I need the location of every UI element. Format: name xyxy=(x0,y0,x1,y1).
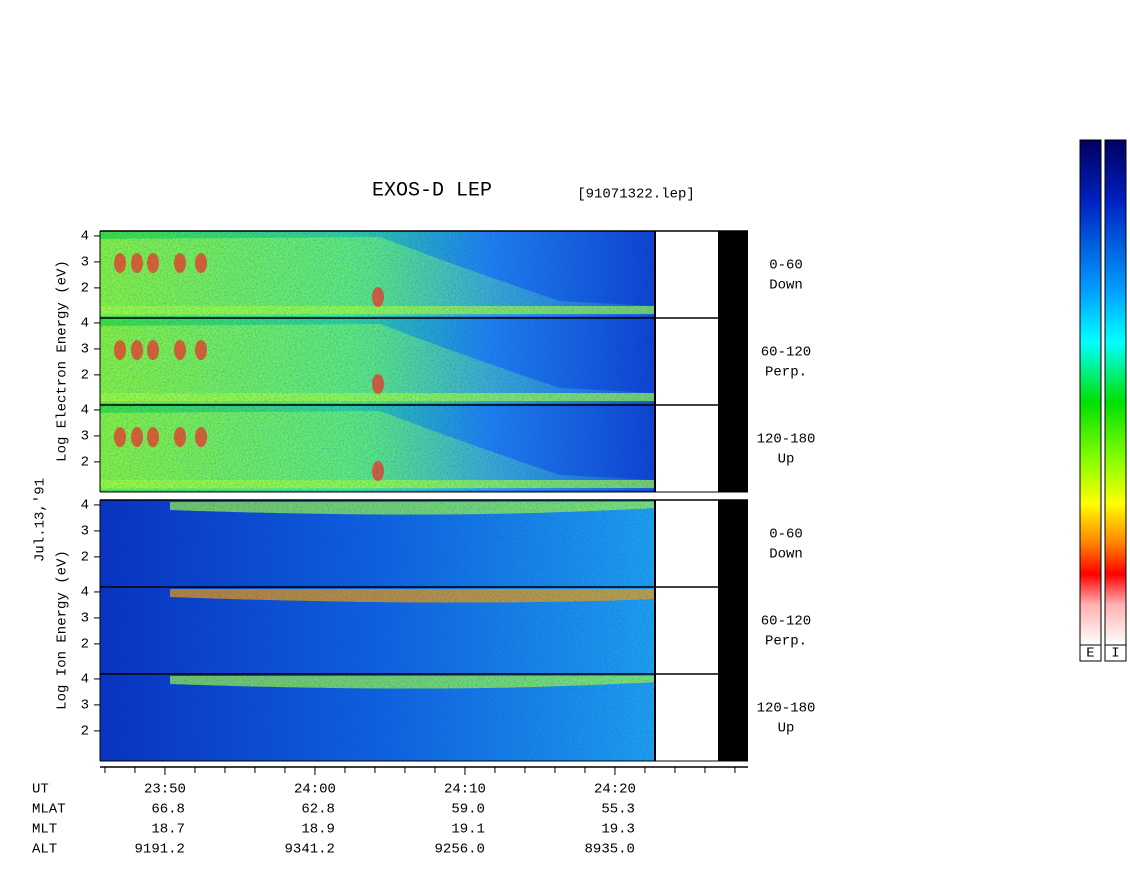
direction-label: Perp. xyxy=(765,365,807,381)
chart-subtitle: [91071322.lep] xyxy=(577,187,695,203)
no-data xyxy=(655,674,718,761)
colorbar-label: I xyxy=(1111,646,1119,662)
x-tick-label: 23:50 xyxy=(144,782,186,798)
y-tick-label: 2 xyxy=(81,281,89,297)
spectrogram-noise xyxy=(100,405,655,492)
colorbar xyxy=(1079,139,1102,646)
spectrogram-noise xyxy=(100,500,655,587)
orbit-value: 19.1 xyxy=(451,822,485,838)
orbit-value: 18.7 xyxy=(151,822,185,838)
y-tick-label: 3 xyxy=(81,698,89,714)
no-data-black xyxy=(718,674,748,761)
no-data-black xyxy=(718,318,748,405)
pitch-label: 60-120 xyxy=(761,614,811,630)
spectrogram-noise xyxy=(100,674,655,761)
no-data xyxy=(655,318,718,405)
y-tick-label: 3 xyxy=(81,429,89,445)
orbit-value: 62.8 xyxy=(301,802,335,818)
spectrogram-noise xyxy=(100,318,655,405)
orbit-value: 19.3 xyxy=(601,822,635,838)
y-tick-label: 2 xyxy=(81,637,89,653)
y-tick-label: 2 xyxy=(81,455,89,471)
no-data xyxy=(655,500,718,587)
y-tick-label: 4 xyxy=(81,403,89,419)
spectrogram-noise xyxy=(100,587,655,674)
y-tick-label: 2 xyxy=(81,368,89,384)
no-data xyxy=(655,405,718,492)
orbit-value: 9191.2 xyxy=(135,842,185,858)
x-tick-label: 24:00 xyxy=(294,782,336,798)
orbit-value: 8935.0 xyxy=(585,842,635,858)
orbit-value: 18.9 xyxy=(301,822,335,838)
y-tick-label: 4 xyxy=(81,498,89,514)
orbit-value: 9256.0 xyxy=(435,842,485,858)
no-data-black xyxy=(718,405,748,492)
y-tick-label: 3 xyxy=(81,342,89,358)
chart-title: EXOS-D LEP xyxy=(372,179,492,202)
y-tick-label: 2 xyxy=(81,550,89,566)
x-tick-label: 24:10 xyxy=(444,782,486,798)
y-tick-label: 3 xyxy=(81,524,89,540)
no-data-black xyxy=(718,231,748,318)
no-data xyxy=(655,231,718,318)
y-axis-label: Log Ion Energy (eV) xyxy=(55,550,71,710)
pitch-label: 60-120 xyxy=(761,345,811,361)
pitch-label: 120-180 xyxy=(757,432,816,448)
colorbar-label-box xyxy=(1079,644,1102,662)
colorbar xyxy=(1104,139,1127,646)
direction-label: Down xyxy=(769,547,803,563)
pitch-label: 120-180 xyxy=(757,701,816,717)
no-data-black xyxy=(718,500,748,587)
x-row-label: UT xyxy=(32,782,49,798)
y-tick-label: 4 xyxy=(81,229,89,245)
orbit-value: 55.3 xyxy=(601,802,635,818)
direction-label: Perp. xyxy=(765,634,807,650)
spectrogram-noise xyxy=(100,231,655,318)
direction-label: Up xyxy=(778,452,795,468)
orbit-value: 59.0 xyxy=(451,802,485,818)
y-tick-label: 4 xyxy=(81,672,89,688)
orbit-row-label: ALT xyxy=(32,842,57,858)
direction-label: Up xyxy=(778,721,795,737)
pitch-label: 0-60 xyxy=(769,527,803,543)
date-label: Jul.13,'91 xyxy=(33,478,49,562)
orbit-row-label: MLAT xyxy=(32,802,66,818)
y-tick-label: 4 xyxy=(81,585,89,601)
no-data xyxy=(655,587,718,674)
orbit-row-label: MLT xyxy=(32,822,57,838)
colorbar-label: E xyxy=(1086,646,1094,662)
y-tick-label: 3 xyxy=(81,255,89,271)
colorbar-label-box xyxy=(1104,644,1127,662)
y-tick-label: 3 xyxy=(81,611,89,627)
y-axis-label: Log Electron Energy (eV) xyxy=(55,260,71,462)
x-tick-label: 24:20 xyxy=(594,782,636,798)
orbit-value: 66.8 xyxy=(151,802,185,818)
y-tick-label: 4 xyxy=(81,316,89,332)
pitch-label: 0-60 xyxy=(769,258,803,274)
orbit-value: 9341.2 xyxy=(285,842,335,858)
y-tick-label: 2 xyxy=(81,724,89,740)
no-data-black xyxy=(718,587,748,674)
direction-label: Down xyxy=(769,278,803,294)
